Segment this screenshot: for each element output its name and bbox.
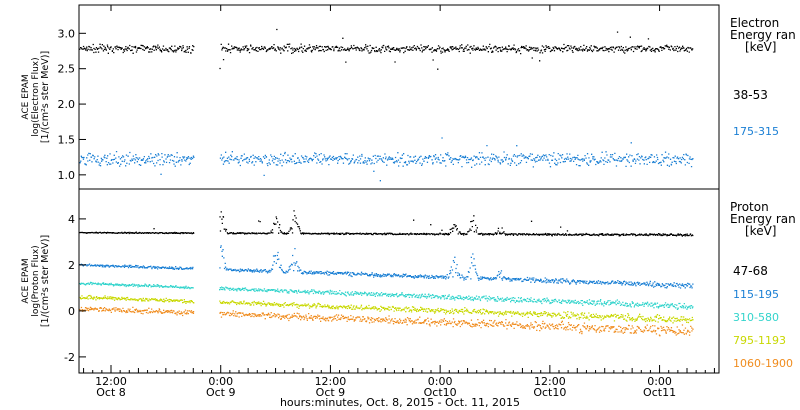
series-proton-4 [79,306,694,337]
ylabel-electron: ACE EPAM log(Electron Flux) [1/(cm²s ster … [21,51,51,143]
legend-title-proton-2: [keV] [745,224,776,238]
legend-entry-proton-4: 1060-1900 [733,357,793,370]
legend-entry-proton-2: 310-580 [733,311,779,324]
series-proton-1 [79,245,694,289]
ylabel-line-proton-2: [1/(cm²s ster MeV)] [40,235,51,327]
ytick-label-electron-1: 1.5 [58,133,76,146]
ytick-label-electron-4: 3.0 [58,27,76,40]
legend-entry-proton-3: 795-1193 [733,334,786,347]
xtick-time-2: 12:00 [315,375,347,388]
xtick-date-1: Oct 9 [206,386,236,399]
series-electron-1 [79,137,694,182]
legend-title-electron-2: [keV] [745,40,776,54]
ylabel-line-proton-0: ACE EPAM [21,258,31,303]
ylabel-line-electron-2: [1/(cm²s ster MeV)] [40,51,51,143]
ytick-label-proton-0: -2 [64,351,75,364]
legend-entry-proton-0: 47-68 [733,264,768,278]
legend-title-electron-0: Electron [730,16,779,30]
series-electron-0 [79,28,694,70]
ytick-label-proton-2: 2 [68,259,75,272]
xtick-date-2: Oct 9 [316,386,346,399]
plot-layer [79,28,694,337]
ylabel-proton: ACE EPAM log(Proton Flux) [1/(cm²s ster Me… [21,235,51,327]
legend-title-electron-1: Energy ran [730,28,796,42]
xtick-date-4: Oct10 [533,386,566,399]
legend-title-proton-1: Energy ran [730,212,796,226]
ylabel-line-electron-0: ACE EPAM [21,74,31,119]
legend-entry-proton-1: 115-195 [733,288,779,301]
ylabel-line-electron-1: log(Electron Flux) [31,57,41,136]
series-proton-3 [79,294,694,324]
legend-title-proton-0: Proton [730,200,769,214]
axes-layer [78,4,720,374]
xtick-date-3: Oct10 [424,386,457,399]
x-axis-label: hours:minutes, Oct. 8, 2015 - Oct. 11, 2… [280,396,520,409]
xtick-date-5: Oct11 [643,386,676,399]
series-proton-2 [79,281,694,311]
legend-entry-electron-0: 38-53 [733,88,768,102]
ytick-label-electron-2: 2.0 [58,98,76,111]
xtick-time-1: 0:00 [208,375,233,388]
xtick-time-0: 12:00 [95,375,127,388]
ytick-label-proton-3: 4 [68,213,75,226]
xtick-time-3: 0:00 [428,375,453,388]
ylabel-line-proton-1: log(Proton Flux) [31,245,41,316]
ytick-label-electron-3: 2.5 [58,63,76,76]
xtick-time-5: 0:00 [647,375,672,388]
series-proton-0 [79,210,694,237]
xtick-time-4: 12:00 [534,375,566,388]
ytick-label-proton-1: 0 [68,305,75,318]
ytick-label-electron-0: 1.0 [58,169,76,182]
xtick-date-0: Oct 8 [96,386,126,399]
legend-entry-electron-1: 175-315 [733,125,779,138]
